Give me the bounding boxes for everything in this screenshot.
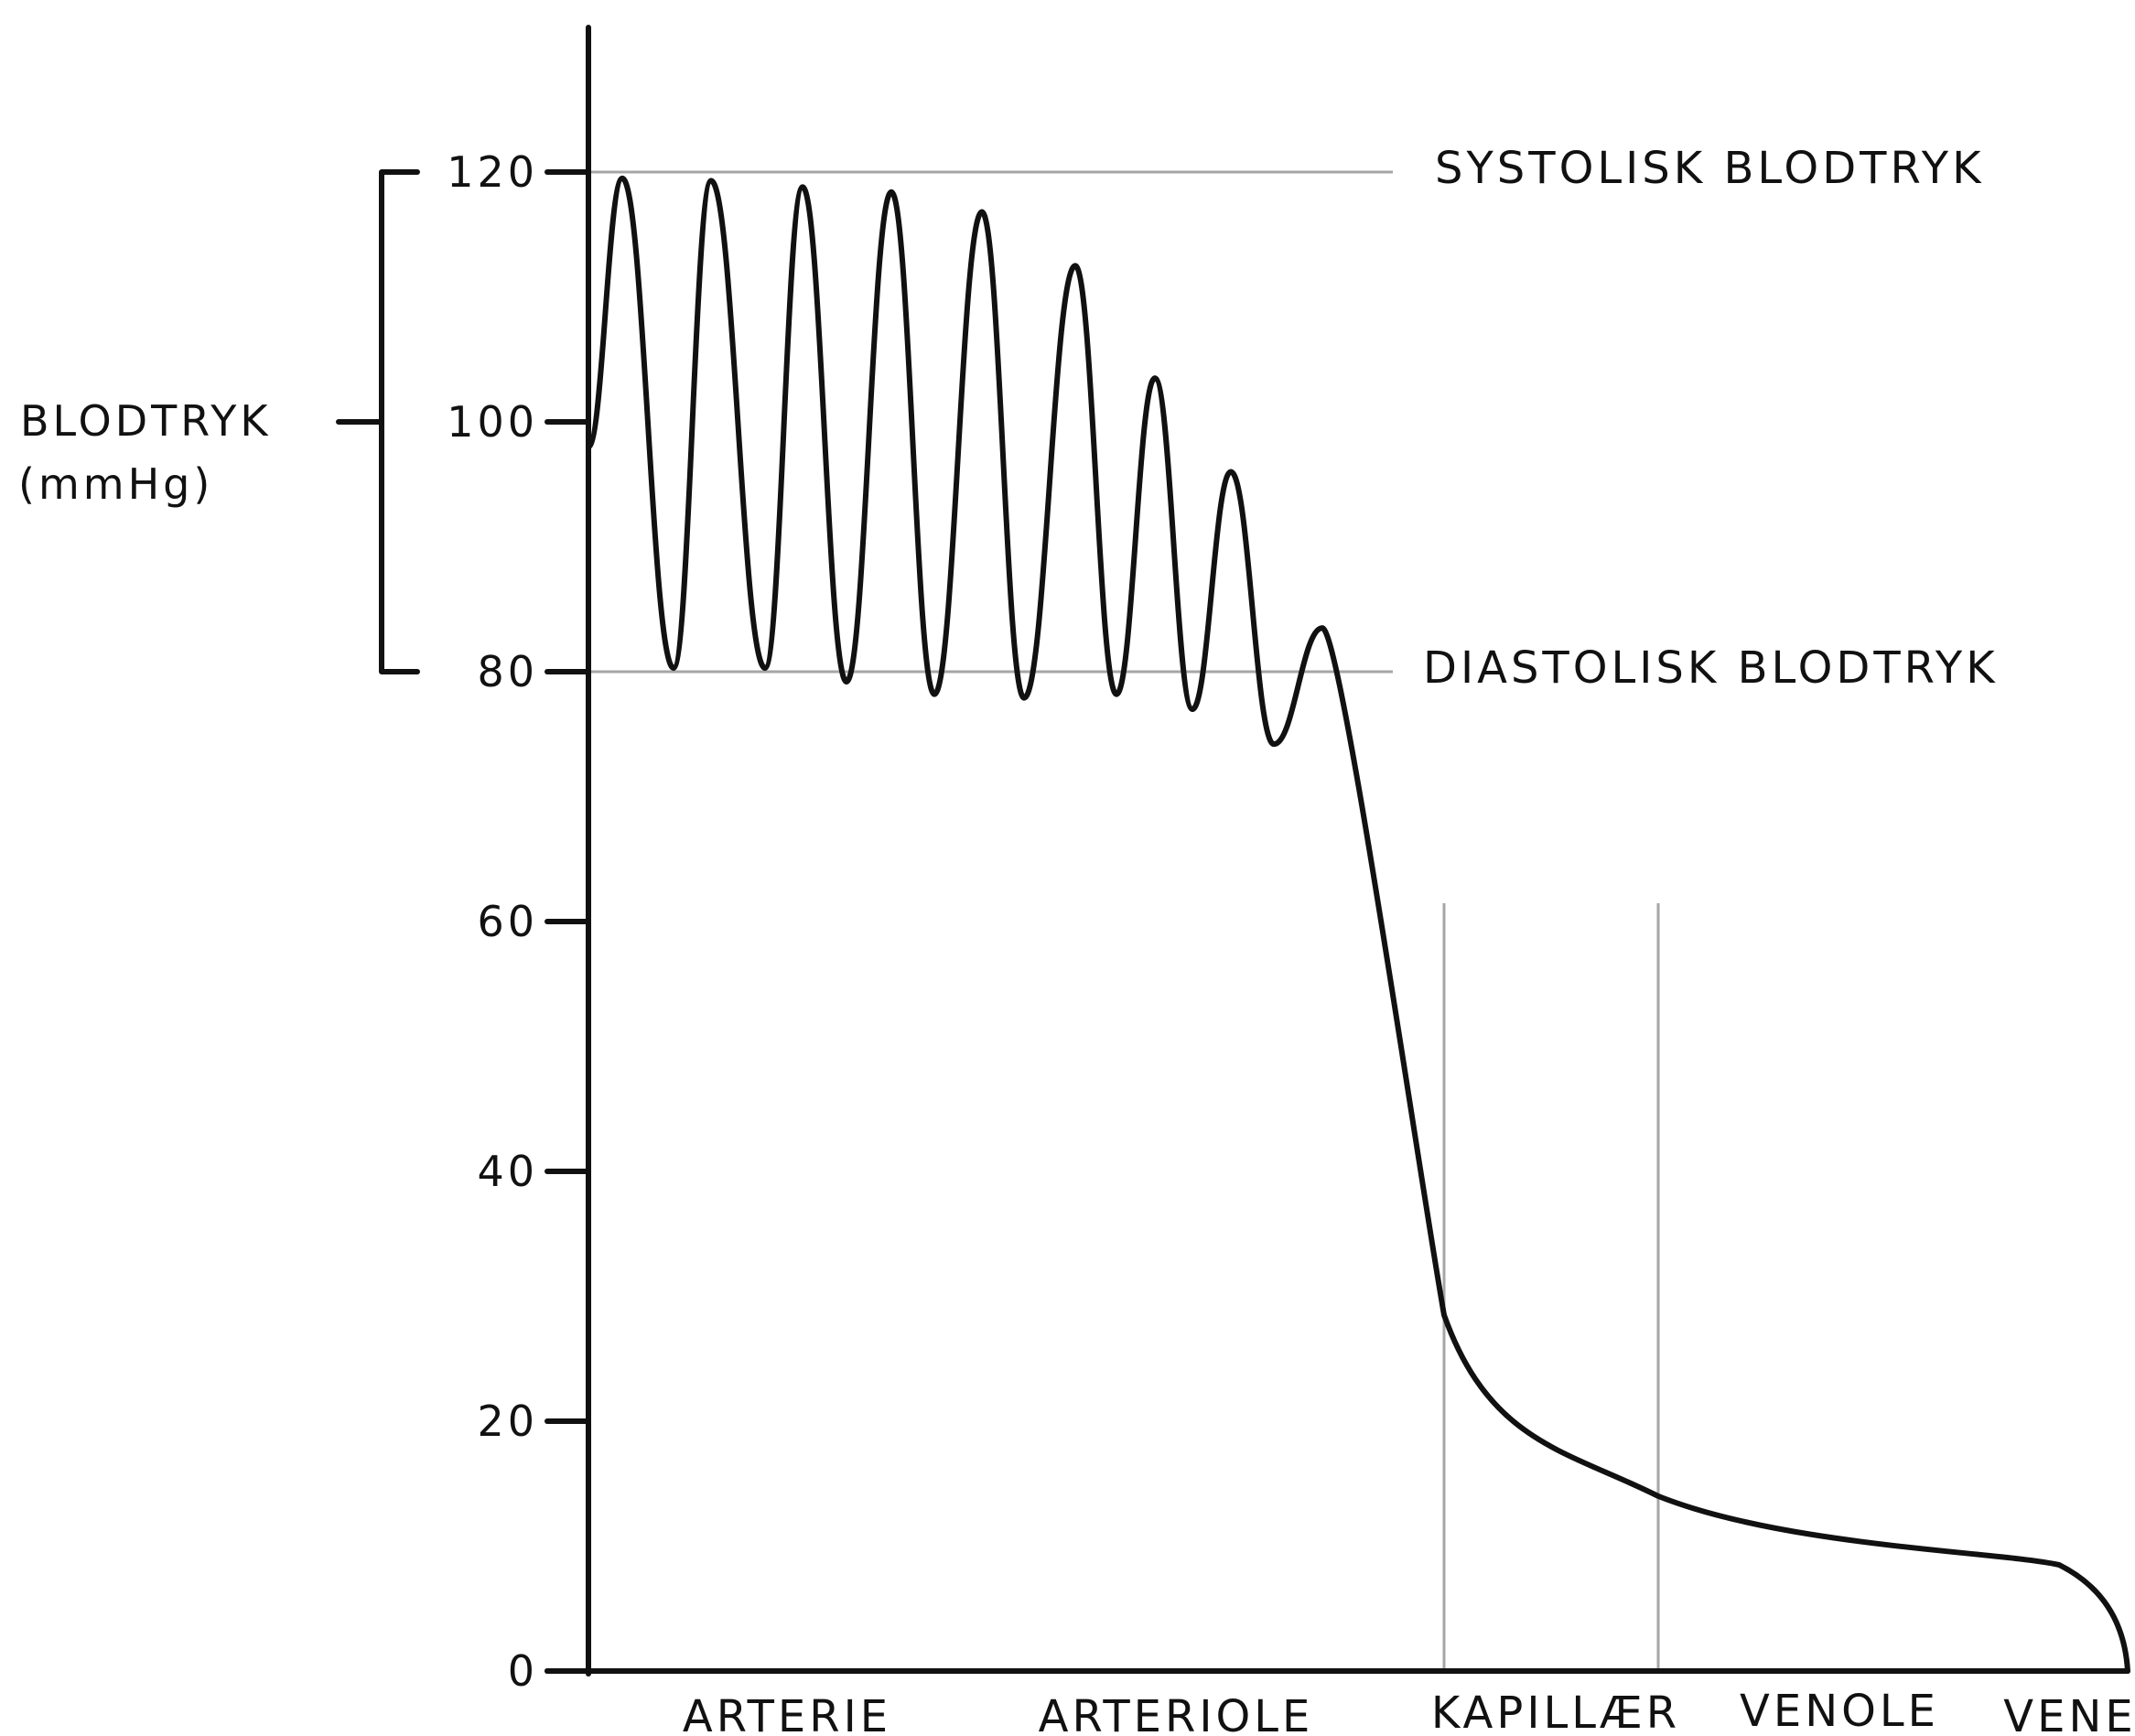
pressure-curve <box>586 175 2130 1674</box>
y-tick-label-40: 40 <box>477 1147 538 1196</box>
curve-peak-7 <box>1152 375 1158 382</box>
y-tick-label-100: 100 <box>447 397 538 447</box>
reference-lines <box>588 170 1660 1671</box>
y-axis <box>336 25 2130 1677</box>
curve-peak-2 <box>708 178 714 184</box>
x-category-2: ARTERIOLE <box>1039 1691 1314 1736</box>
curve-trough-5 <box>1021 695 1027 701</box>
curve-peak-6 <box>1073 263 1078 269</box>
y-axis-title: BLODTRYK <box>20 396 272 446</box>
labels: BLODTRYK (mmHg) SYSTOLISK BLODTRYK DIASTO… <box>18 143 2135 1736</box>
curve-trough-1 <box>671 664 676 671</box>
blood-pressure-bracket <box>336 169 420 674</box>
curve-trough-4 <box>932 691 937 697</box>
curve-peak-4 <box>889 189 894 195</box>
reference-label-120: SYSTOLISK BLODTRYK <box>1435 143 1985 194</box>
x-category-5: VENE <box>2003 1691 2135 1736</box>
x-category-4: VENOLE <box>1740 1686 1939 1736</box>
pressure-curve-group <box>586 175 2130 1674</box>
x-category-3: KAPILLÆR <box>1431 1687 1680 1736</box>
y-axis-unit: (mmHg) <box>18 459 213 509</box>
curve-trough-8 <box>1271 741 1277 748</box>
curve-peak-3 <box>800 184 805 190</box>
reference-label-80: DIASTOLISK BLODTRYK <box>1423 642 1999 694</box>
x-category-1: ARTERIE <box>683 1691 891 1736</box>
curve-trough-6 <box>1114 691 1119 697</box>
y-tick-label-60: 60 <box>477 897 538 946</box>
curve-peak-9 <box>1320 625 1325 631</box>
y-tick-label-80: 80 <box>477 647 538 696</box>
curve-peak-5 <box>979 209 985 215</box>
curve-trough-2 <box>762 664 768 671</box>
y-tick-label-0: 0 <box>508 1646 538 1696</box>
curve-peak-1 <box>620 175 625 181</box>
curve-trough-3 <box>844 678 849 685</box>
curve-trough-7 <box>1190 706 1195 712</box>
y-tick-label-20: 20 <box>477 1396 538 1446</box>
y-tick-label-120: 120 <box>447 147 538 197</box>
curve-peak-8 <box>1228 469 1234 475</box>
